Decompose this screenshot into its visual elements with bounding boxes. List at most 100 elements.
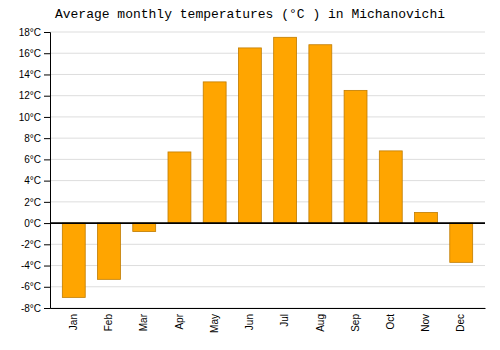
y-tick-mark — [44, 266, 50, 267]
x-tick: Jun — [244, 314, 255, 330]
y-tick-label: 2°C — [24, 197, 41, 208]
bar — [450, 223, 473, 262]
y-tick-mark — [44, 96, 50, 97]
bar — [274, 37, 297, 223]
x-tick: Apr — [174, 313, 185, 329]
x-tick: Feb — [103, 314, 114, 332]
bar — [379, 151, 402, 223]
bar — [344, 90, 367, 223]
grid-line — [50, 74, 485, 75]
grid-line — [50, 223, 485, 224]
y-tick-label: 8°C — [24, 133, 41, 144]
y-tick-label: 18°C — [19, 27, 41, 38]
y-tick-label: 10°C — [19, 112, 41, 123]
bar — [309, 45, 332, 223]
y-tick: -4°C — [21, 260, 50, 271]
y-tick: 14°C — [19, 69, 50, 80]
grid-line — [50, 180, 485, 181]
y-tick-mark — [44, 53, 50, 54]
y-tick: -2°C — [21, 239, 50, 250]
bar — [203, 82, 226, 223]
grid-line — [50, 286, 485, 287]
x-tick-label: Mar — [138, 313, 149, 331]
y-tick: 10°C — [19, 112, 50, 123]
x-tick-label: Jun — [244, 314, 255, 330]
x-tick: Jan — [68, 314, 79, 330]
x-tick-label: Nov — [420, 314, 431, 332]
y-tick-label: 0°C — [24, 218, 41, 229]
x-tick-label: Jan — [68, 314, 79, 330]
y-tick-mark — [44, 308, 50, 309]
y-tick-label: 4°C — [24, 175, 41, 186]
x-axis-line — [51, 308, 486, 309]
y-tick: 4°C — [24, 175, 50, 186]
y-tick-label: -8°C — [21, 303, 41, 314]
y-tick-mark — [44, 32, 50, 33]
chart: Average monthly temperatures (°C ) in Mi… — [0, 0, 500, 350]
x-tick-label: Apr — [174, 313, 185, 329]
y-tick: -6°C — [21, 281, 50, 292]
y-tick-mark — [44, 159, 50, 160]
x-tick-label: Oct — [385, 314, 396, 330]
y-tick-label: -2°C — [21, 239, 41, 250]
y-tick-mark — [44, 244, 50, 245]
x-tick: May — [209, 314, 220, 333]
y-tick-label: -4°C — [21, 260, 41, 271]
y-tick: 16°C — [19, 48, 50, 59]
x-axis: Jan Feb Mar Apr May Jun Jul Aug Sep Oct Nov Dec — [51, 309, 486, 333]
y-tick: -8°C — [21, 303, 50, 314]
bar — [62, 223, 85, 297]
bars — [50, 37, 485, 297]
y-tick-label: -6°C — [21, 281, 41, 292]
y-tick-label: 14°C — [19, 69, 41, 80]
x-tick: Dec — [455, 314, 466, 332]
x-tick: Mar — [138, 313, 149, 331]
y-tick: 0°C — [24, 218, 50, 229]
x-tick-label: Jul — [279, 314, 290, 327]
x-tick: Jul — [279, 314, 290, 327]
plot: -8°C -6°C -4°C -2°C 0°C 2°C 4°C 6°C 8°C 10°C 12°C 1… — [19, 27, 486, 333]
y-axis-line — [44, 33, 51, 309]
y-tick-mark — [44, 138, 50, 139]
x-tick: Oct — [385, 314, 396, 330]
y-tick-mark — [44, 117, 50, 118]
grid-line — [50, 159, 485, 160]
grid-line — [50, 201, 485, 202]
y-tick: 12°C — [19, 90, 50, 101]
x-tick-label: Dec — [455, 314, 466, 332]
bar — [238, 48, 261, 223]
title: Average monthly temperatures (°C ) in Mi… — [55, 7, 445, 22]
bar — [168, 152, 191, 223]
x-tick: Nov — [420, 314, 431, 332]
grid-line — [50, 95, 485, 96]
y-tick: 6°C — [24, 154, 50, 165]
y-tick: 2°C — [24, 197, 50, 208]
bar — [98, 223, 121, 279]
y-tick: 8°C — [24, 133, 50, 144]
grid — [50, 32, 485, 308]
x-tick-label: Feb — [103, 314, 114, 332]
y-tick-mark — [44, 287, 50, 288]
y-axis: -8°C -6°C -4°C -2°C 0°C 2°C 4°C 6°C 8°C 10°C 12°C 1… — [19, 27, 51, 314]
grid-line — [50, 32, 485, 33]
grid-line — [50, 53, 485, 54]
bar — [415, 212, 438, 223]
zero-line — [50, 222, 485, 224]
x-tick-label: Aug — [315, 314, 326, 332]
y-tick-mark — [44, 181, 50, 182]
y-tick-label: 12°C — [19, 90, 41, 101]
x-tick-label: May — [209, 314, 220, 333]
grid-line — [50, 308, 485, 309]
grid-line — [50, 116, 485, 117]
x-tick-label: Sep — [350, 314, 361, 332]
y-tick-label: 16°C — [19, 48, 41, 59]
y-tick-label: 6°C — [24, 154, 41, 165]
x-tick: Aug — [315, 314, 326, 332]
bar — [133, 223, 156, 231]
grid-line — [50, 138, 485, 139]
y-tick-mark — [44, 74, 50, 75]
y-tick: 18°C — [19, 27, 50, 38]
y-tick-mark — [44, 223, 50, 224]
x-tick: Sep — [350, 314, 361, 332]
y-tick-mark — [44, 202, 50, 203]
